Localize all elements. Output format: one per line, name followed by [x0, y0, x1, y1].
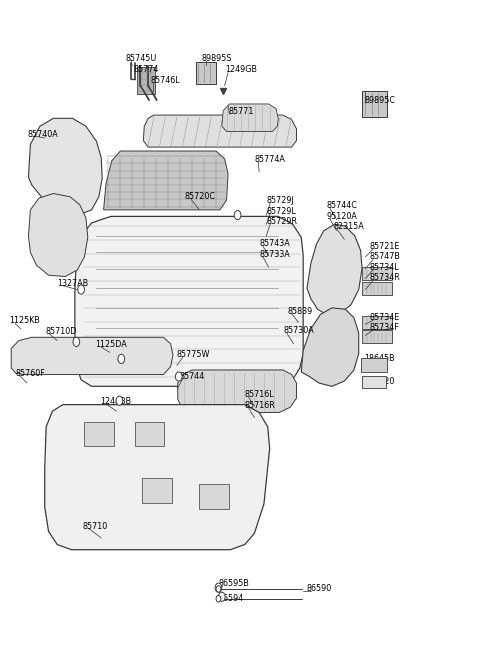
Text: 85740A: 85740A — [27, 130, 58, 139]
Bar — [137, 67, 156, 94]
Bar — [135, 422, 164, 447]
Text: 85745U: 85745U — [125, 54, 156, 63]
Bar — [199, 484, 229, 509]
Bar — [19, 342, 25, 370]
Bar — [103, 342, 109, 370]
Text: 85746L: 85746L — [150, 76, 180, 85]
Bar — [145, 342, 152, 370]
Bar — [362, 316, 392, 329]
Text: 85716R: 85716R — [245, 401, 276, 410]
Text: 85774A: 85774A — [254, 155, 285, 164]
Bar — [84, 422, 114, 447]
Text: 85744: 85744 — [179, 372, 204, 381]
Text: 18645B: 18645B — [364, 354, 395, 363]
Bar — [50, 342, 57, 370]
Text: 85760F: 85760F — [15, 369, 45, 378]
Text: 1125DA: 1125DA — [96, 340, 127, 349]
Bar — [196, 62, 216, 84]
Polygon shape — [301, 308, 359, 386]
Text: 95120A: 95120A — [326, 212, 357, 221]
Bar — [135, 342, 141, 370]
Text: 85729R: 85729R — [266, 217, 297, 226]
Text: 1244BB: 1244BB — [100, 397, 132, 406]
Bar — [156, 342, 162, 370]
Polygon shape — [28, 119, 102, 215]
Circle shape — [215, 583, 222, 592]
Text: 85747B: 85747B — [369, 252, 400, 261]
Text: 85729L: 85729L — [266, 207, 296, 215]
Circle shape — [175, 372, 182, 381]
Circle shape — [73, 337, 80, 346]
Text: 1327AB: 1327AB — [57, 278, 88, 288]
Text: 85721E: 85721E — [369, 242, 399, 251]
Text: 85710D: 85710D — [45, 327, 77, 336]
Text: 1249GB: 1249GB — [225, 66, 257, 75]
Bar — [360, 358, 387, 372]
Circle shape — [218, 592, 225, 601]
Text: 85720C: 85720C — [185, 193, 216, 201]
Text: 92620: 92620 — [369, 377, 395, 386]
Bar — [142, 478, 171, 502]
Polygon shape — [11, 337, 173, 375]
Text: 85734F: 85734F — [369, 323, 399, 332]
Text: 85734R: 85734R — [369, 273, 400, 282]
Text: 85743A: 85743A — [259, 239, 290, 248]
Bar — [362, 267, 392, 280]
Bar — [124, 342, 131, 370]
Text: 85716L: 85716L — [245, 390, 275, 400]
Text: 85730A: 85730A — [283, 326, 314, 335]
Text: 86590: 86590 — [306, 584, 331, 593]
Text: 85744C: 85744C — [326, 202, 357, 210]
Circle shape — [216, 586, 221, 592]
Bar — [362, 282, 392, 295]
Bar — [29, 342, 36, 370]
Bar — [40, 342, 46, 370]
Text: 85734L: 85734L — [369, 263, 399, 272]
Bar — [362, 376, 386, 388]
Polygon shape — [222, 104, 278, 132]
Circle shape — [216, 595, 221, 602]
Polygon shape — [75, 216, 303, 386]
Circle shape — [78, 285, 84, 294]
Bar — [362, 330, 392, 343]
Text: 85774: 85774 — [134, 65, 159, 74]
Text: 89895S: 89895S — [202, 54, 232, 63]
Polygon shape — [28, 193, 88, 276]
Text: 85771: 85771 — [228, 107, 253, 117]
Bar — [114, 342, 120, 370]
Bar — [93, 342, 99, 370]
Text: 85775W: 85775W — [177, 350, 210, 360]
Polygon shape — [307, 224, 362, 316]
Polygon shape — [45, 405, 270, 550]
Text: 1125KB: 1125KB — [9, 316, 40, 326]
Text: 85734E: 85734E — [369, 313, 399, 322]
Polygon shape — [178, 370, 297, 413]
Circle shape — [116, 396, 123, 405]
Bar — [362, 91, 387, 117]
Text: 85839: 85839 — [288, 307, 313, 316]
Bar — [61, 342, 67, 370]
Circle shape — [234, 210, 241, 219]
Bar — [72, 342, 78, 370]
Polygon shape — [144, 115, 297, 147]
Text: 86594: 86594 — [218, 593, 244, 603]
Polygon shape — [104, 151, 228, 210]
Text: 85729J: 85729J — [266, 196, 294, 205]
Bar — [82, 342, 88, 370]
Text: 85733A: 85733A — [259, 250, 290, 259]
Text: 89895C: 89895C — [364, 96, 396, 105]
Circle shape — [118, 354, 125, 364]
Text: 82315A: 82315A — [333, 222, 364, 231]
Text: 86595B: 86595B — [218, 579, 249, 588]
Text: 85710: 85710 — [82, 521, 108, 531]
